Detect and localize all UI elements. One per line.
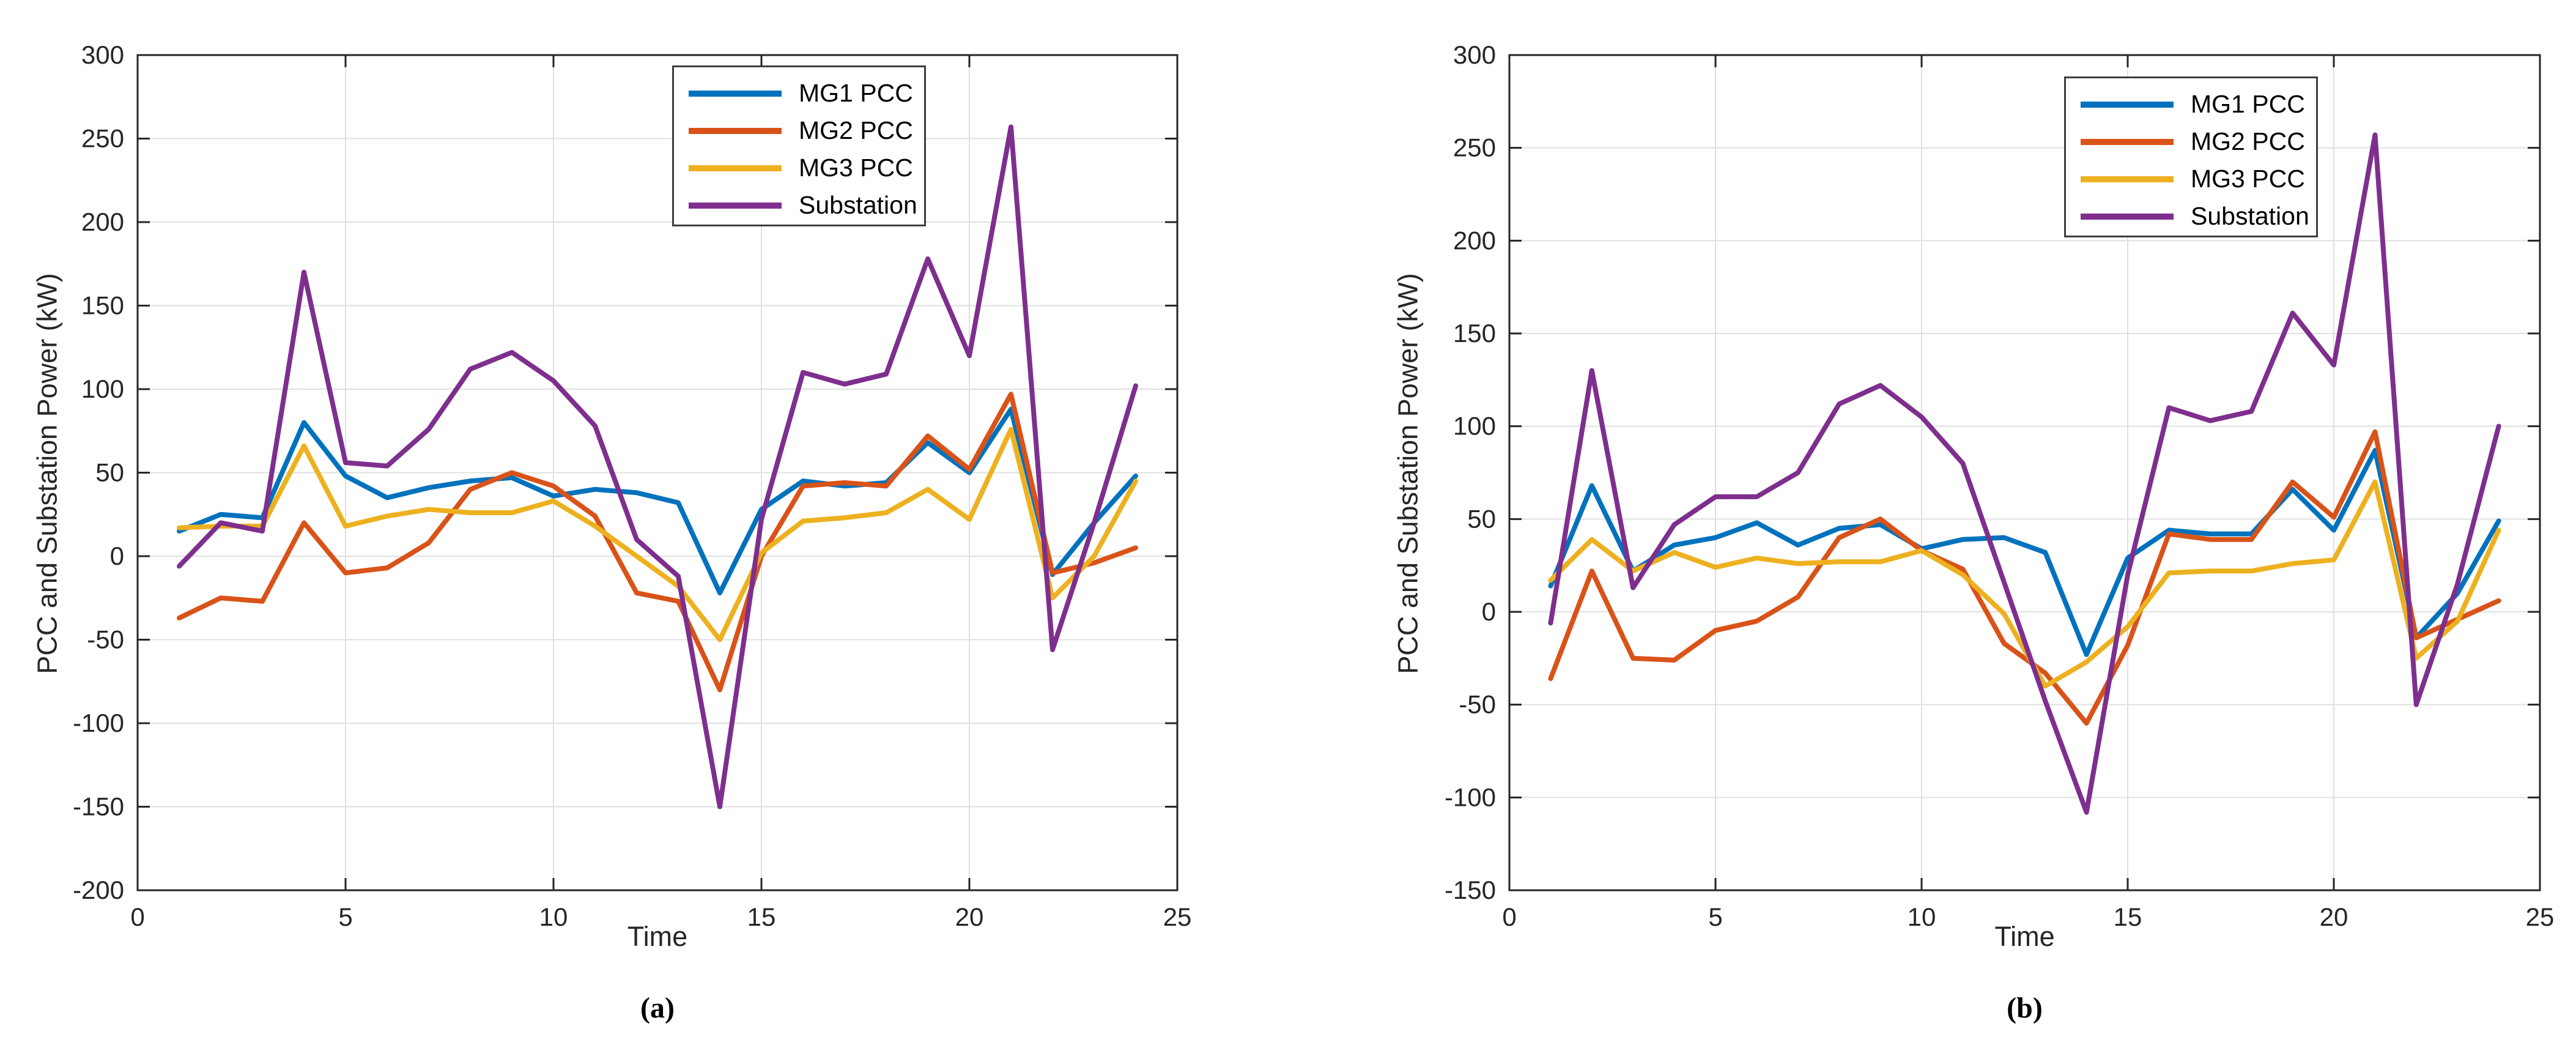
substation-line-swatch xyxy=(2081,213,2174,220)
y-tick-label: -200 xyxy=(73,876,124,904)
chart-b-xlabel: Time xyxy=(1994,921,2055,952)
legend-item: MG1 PCC xyxy=(689,75,924,112)
y-tick-label: 150 xyxy=(81,291,124,320)
x-tick-label: 15 xyxy=(747,902,776,931)
series-line-mg1-pcc xyxy=(1548,448,2501,657)
legend-item: MG3 PCC xyxy=(689,149,924,187)
x-tick-label: 20 xyxy=(2320,902,2348,931)
x-tick-label: 0 xyxy=(130,902,144,931)
y-tick-label: 50 xyxy=(95,458,124,487)
y-tick-label: -100 xyxy=(1445,783,1496,811)
x-tick-label: 15 xyxy=(2114,902,2142,931)
series-lines xyxy=(1548,132,2501,815)
chart-a-xlabel: Time xyxy=(627,921,688,952)
legend-item-label: MG2 PCC xyxy=(2191,127,2305,155)
y-tick-label: 300 xyxy=(81,40,124,69)
substation-line-swatch xyxy=(689,202,782,209)
legend-item: Substation xyxy=(689,187,924,224)
y-tick-label: -50 xyxy=(1459,690,1496,719)
y-tick-label: 200 xyxy=(1453,226,1496,255)
y-tick-label: 200 xyxy=(81,207,124,236)
chart-b-legend: MG1 PCC MG2 PCC MG3 PCC Substation xyxy=(2064,76,2318,237)
tick-labels: 0 5 10 15 20 25 300 250 200 150 100 50 0 -50 -100 -150 -… xyxy=(73,40,1191,931)
y-tick-label: 250 xyxy=(81,124,124,153)
chart-a-caption: (a) xyxy=(640,992,675,1024)
legend-item-label: MG3 PCC xyxy=(799,154,913,182)
y-tick-label: 250 xyxy=(1453,133,1496,162)
series-line-mg3-pcc xyxy=(1548,479,2501,689)
mg2-line-swatch xyxy=(2081,138,2174,145)
y-tick-label: 150 xyxy=(1453,319,1496,348)
y-tick-label: 100 xyxy=(81,374,124,403)
series-lines xyxy=(177,124,1138,809)
x-tick-label: 10 xyxy=(1908,902,1936,931)
legend-item-label: MG1 PCC xyxy=(799,79,913,107)
y-tick-label: -150 xyxy=(73,792,124,821)
chart-b-canvas: 0 5 10 15 20 25 300 250 200 150 100 50 0 -50 -100 -150 xyxy=(1445,40,2554,931)
mg2-line-swatch xyxy=(689,127,782,134)
x-tick-label: 10 xyxy=(539,902,568,931)
legend-item-label: MG3 PCC xyxy=(2191,165,2305,193)
legend-item-label: MG1 PCC xyxy=(2191,90,2305,118)
mg1-line-swatch xyxy=(2081,101,2174,108)
legend-item: MG3 PCC xyxy=(2081,160,2316,198)
legend-item-label: MG2 PCC xyxy=(799,116,913,144)
series-line-mg3-pcc xyxy=(177,426,1138,642)
y-tick-label: 0 xyxy=(110,541,124,570)
series-line-mg2-pcc xyxy=(177,392,1138,693)
x-tick-label: 5 xyxy=(1708,902,1722,931)
x-tick-label: 0 xyxy=(1502,902,1516,931)
tick-marks xyxy=(1508,54,2541,891)
mg3-line-swatch xyxy=(689,165,782,171)
legend-item: MG2 PCC xyxy=(2081,123,2316,160)
legend-item: MG2 PCC xyxy=(689,112,924,149)
chart-a-ylabel: PCC and Substation Power (kW) xyxy=(31,273,63,674)
tick-marks xyxy=(136,54,1179,891)
series-line-substation xyxy=(177,124,1138,809)
chart-b-caption: (b) xyxy=(2007,992,2043,1024)
chart-a-canvas: 0 5 10 15 20 25 300 250 200 150 100 50 0 -50 -100 -150 -… xyxy=(73,40,1191,931)
legend-item: MG1 PCC xyxy=(2081,86,2316,123)
mg1-line-swatch xyxy=(689,90,782,97)
x-tick-label: 25 xyxy=(1163,902,1192,931)
y-tick-label: 100 xyxy=(1453,412,1496,441)
axes-frame xyxy=(1508,54,2541,891)
tick-labels: 0 5 10 15 20 25 300 250 200 150 100 50 0 -50 -100 -150 xyxy=(1445,40,2554,931)
y-tick-label: 300 xyxy=(1453,40,1496,69)
series-line-mg1-pcc xyxy=(177,406,1138,596)
legend-item-label: Substation xyxy=(2191,202,2309,230)
chart-a-legend: MG1 PCC MG2 PCC MG3 PCC Substation xyxy=(672,65,926,226)
y-tick-label: -150 xyxy=(1445,876,1496,904)
y-tick-label: -50 xyxy=(87,625,124,654)
chart-b-ylabel: PCC and Substation Power (kW) xyxy=(1392,273,1424,674)
y-tick-label: 50 xyxy=(1467,504,1496,533)
series-line-mg2-pcc xyxy=(1548,429,2501,726)
mg3-line-swatch xyxy=(2081,176,2174,182)
y-tick-label: 0 xyxy=(1482,597,1496,626)
x-tick-label: 25 xyxy=(2526,902,2555,931)
legend-item: Substation xyxy=(2081,198,2316,235)
series-line-substation xyxy=(1548,132,2501,815)
y-tick-label: -100 xyxy=(73,709,124,737)
legend-item-label: Substation xyxy=(799,191,917,219)
x-tick-label: 5 xyxy=(338,902,352,931)
x-tick-label: 20 xyxy=(955,902,984,931)
